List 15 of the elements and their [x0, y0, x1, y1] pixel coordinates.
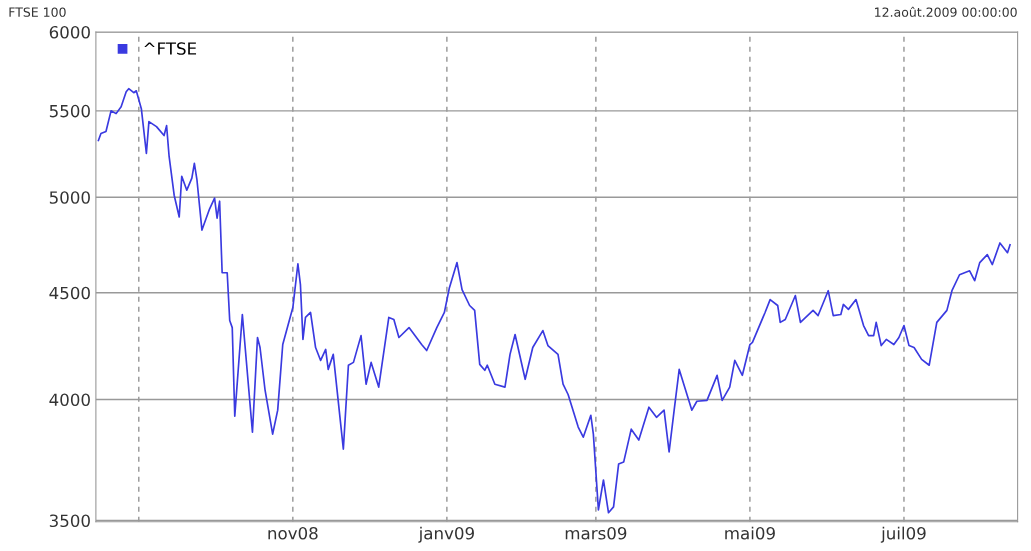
text: 12.août.2009 00:00:00	[875, 6, 1017, 17]
y-tick-label: 5500	[49, 104, 90, 118]
x-tick-label: nov08	[268, 526, 318, 540]
x-tick-label: juil09	[880, 526, 926, 543]
y-tick-label: 3500	[49, 514, 90, 528]
x-tick-label: mai09	[725, 526, 775, 540]
y-tick-label: 4500	[49, 286, 90, 300]
x-tick-label: mars09	[565, 526, 627, 540]
legend-label: ^FTSE	[144, 42, 197, 55]
y-tick-label: 4000	[49, 393, 90, 407]
line-series	[97, 87, 1011, 514]
x-tick-label: janv09	[418, 526, 474, 543]
y-tick-label: 6000	[49, 25, 90, 39]
y-tick-label: 5000	[49, 191, 90, 204]
chart-title: FTSE 100	[9, 7, 66, 17]
